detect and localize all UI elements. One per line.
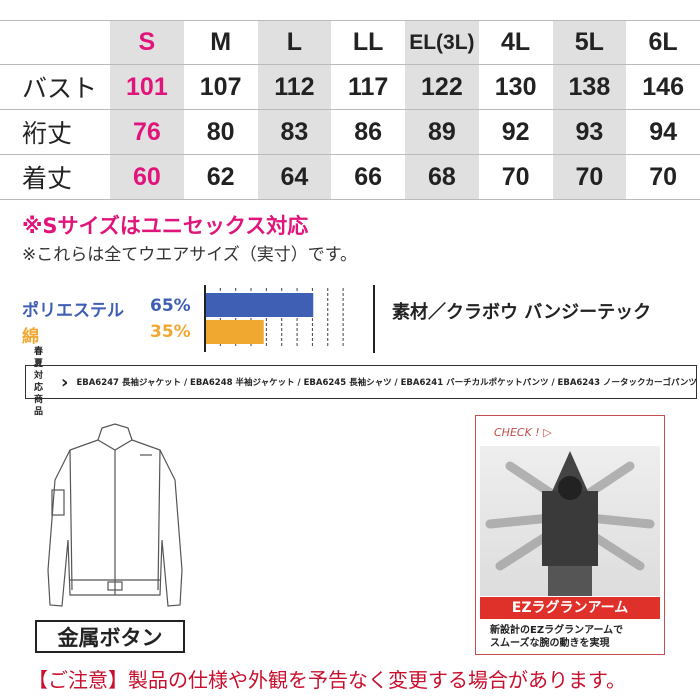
table-cell: 146 (642, 72, 684, 101)
feature-desc: スムーズな腕の動きを実現 (490, 638, 610, 649)
products-label: 商品 (34, 395, 44, 417)
polyester-percent: 65% (150, 296, 191, 316)
feature-desc: 新設計のEZラグランアームで (490, 625, 624, 636)
check-label: CHECK ! ▷ (494, 426, 552, 439)
table-cell: 70 (501, 162, 530, 191)
size-4l: 4L (501, 28, 531, 56)
table-cell: 138 (552, 65, 627, 109)
table-cell: 112 (257, 65, 332, 109)
table-cell: 94 (649, 117, 678, 146)
table-cell: 89 (405, 110, 479, 154)
table-cell: 130 (494, 72, 537, 101)
table-cell: 62 (206, 162, 235, 191)
cotton-label: 綿 (22, 327, 39, 347)
table-row: 裄丈 76 80 83 86 89 92 93 94 (0, 110, 700, 155)
table-cell: 66 (354, 162, 383, 191)
size-s: S (110, 21, 184, 64)
table-cell: 80 (206, 117, 235, 146)
polyester-label: ポリエステル (22, 301, 124, 321)
products-box: 春夏対応 商品 › EBA6247 長袖ジャケット / EBA6248 半袖ジャ… (25, 347, 697, 417)
table-cell: 68 (405, 155, 479, 199)
table-cell: 76 (110, 110, 184, 154)
table-cell: 64 (257, 155, 332, 199)
table-cell: 60 (110, 155, 184, 199)
table-cell: 107 (199, 72, 242, 101)
table-cell: 122 (405, 65, 479, 109)
feature-title: EZラグランアーム (480, 597, 660, 619)
feature-card: CHECK ! ▷ EZラグランアーム 新設計のEZラグランアームで スムーズな… (475, 415, 665, 655)
actual-size-note: ※これらは全てウエアサイズ（実寸）です。 (22, 245, 358, 265)
table-cell: 117 (347, 72, 389, 101)
composition-bars (204, 285, 344, 352)
table-cell: 70 (552, 155, 627, 199)
table-cell: 83 (257, 110, 332, 154)
jacket-illustration (47, 423, 183, 607)
size-6l: 6L (648, 28, 678, 56)
table-cell: 92 (501, 117, 530, 146)
size-header-row: S M L LL EL(3L) 4L 5L 6L (0, 20, 700, 65)
size-5l: 5L (552, 21, 627, 64)
row-label: バスト (22, 74, 98, 103)
size-el: EL(3L) (405, 21, 479, 64)
divider (373, 285, 375, 353)
row-label: 裄丈 (22, 119, 73, 148)
products-label: 春夏対応 (34, 347, 44, 393)
arm-movement-photo (480, 446, 660, 596)
products-list: EBA6247 長袖ジャケット / EBA6248 半袖ジャケット / EBA6… (76, 378, 697, 388)
table-cell: 86 (354, 117, 383, 146)
bar-cotton (206, 320, 264, 344)
unisex-note: ※Sサイズはユニセックス対応 (22, 214, 309, 238)
bar-polyester (206, 293, 314, 317)
chevron-right-icon: › (61, 371, 69, 393)
cotton-percent: 35% (150, 322, 191, 342)
size-ll: LL (352, 28, 384, 56)
metal-button-label: 金属ボタン (35, 620, 185, 653)
disclaimer: 【ご注意】製品の仕様や外観を予告なく変更する場合があります。 (28, 668, 626, 692)
table-cell: 101 (110, 65, 184, 109)
table-row: 着丈 60 62 64 66 68 70 70 70 (0, 155, 700, 200)
size-table: S M L LL EL(3L) 4L 5L 6L バスト 101 107 112 117… (0, 20, 700, 200)
table-row: バスト 101 107 112 117 122 130 138 146 (0, 65, 700, 110)
size-l: L (257, 21, 332, 64)
table-cell: 93 (552, 110, 627, 154)
size-m: M (210, 28, 232, 56)
table-cell: 70 (649, 162, 678, 191)
material-text: 素材／クラボウ バンジーテック (392, 302, 652, 323)
row-label: 着丈 (22, 164, 73, 193)
